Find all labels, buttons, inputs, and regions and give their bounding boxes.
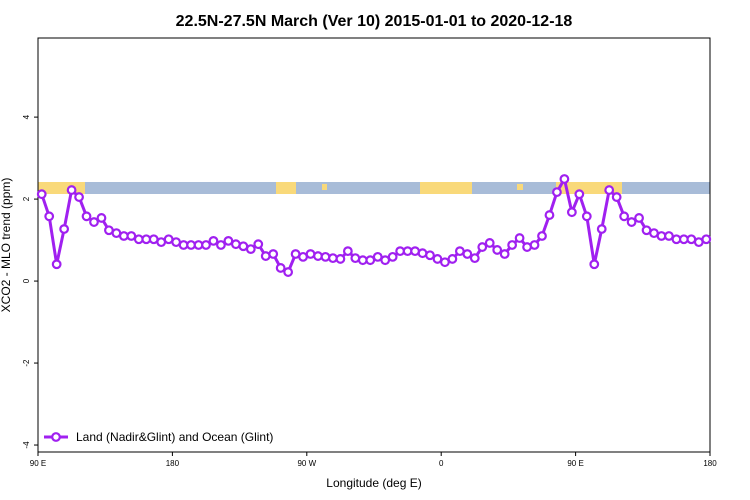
point	[462, 249, 473, 259]
point	[387, 251, 398, 262]
point	[529, 240, 540, 250]
point	[51, 259, 62, 270]
point	[626, 217, 637, 227]
x-axis-label: Longitude (deg E)	[326, 476, 421, 490]
point	[223, 236, 234, 246]
x-tick-label: 0	[439, 459, 444, 468]
x-tick-label: 90 E	[30, 459, 46, 468]
point	[81, 211, 92, 222]
point	[335, 254, 346, 264]
point	[66, 185, 77, 195]
legend-label: Land (Nadir&Glint) and Ocean (Glint)	[76, 430, 273, 444]
point	[253, 239, 264, 250]
point	[589, 259, 600, 270]
point	[425, 250, 435, 261]
x-tick-label: 180	[166, 459, 180, 468]
point	[268, 249, 279, 259]
point	[507, 240, 518, 250]
point	[201, 240, 211, 250]
point	[372, 251, 383, 262]
legend-marker	[51, 432, 61, 442]
point	[514, 233, 525, 243]
point	[477, 242, 488, 252]
point	[604, 185, 615, 195]
point	[574, 189, 585, 200]
point	[447, 254, 458, 264]
point	[499, 249, 510, 259]
point	[469, 253, 480, 264]
map-strip	[38, 182, 710, 194]
point	[216, 240, 226, 250]
point	[611, 192, 622, 202]
point	[126, 231, 137, 241]
point	[701, 234, 712, 245]
x-tick-label: 90 E	[567, 459, 583, 468]
chart-title: 22.5N-27.5N March (Ver 10) 2015-01-01 to…	[176, 13, 573, 30]
point	[619, 211, 630, 222]
point	[552, 187, 562, 198]
point	[283, 267, 294, 277]
x-tick-label: 90 W	[297, 459, 316, 468]
point	[581, 211, 592, 222]
point	[537, 231, 547, 241]
x-tick-label: 180	[703, 459, 717, 468]
point	[596, 224, 607, 234]
point	[566, 207, 577, 218]
point	[559, 174, 570, 184]
y-tick-label: 2	[22, 196, 31, 201]
y-tick-label: -2	[22, 359, 31, 367]
point	[432, 254, 443, 264]
point	[44, 211, 55, 222]
point	[89, 217, 99, 227]
y-tick-label: 4	[22, 114, 31, 119]
point	[74, 192, 84, 202]
point	[36, 189, 47, 200]
point	[492, 245, 503, 255]
point	[440, 257, 450, 268]
plot-frame	[37, 37, 711, 453]
point	[634, 213, 644, 223]
point	[342, 246, 353, 257]
point	[365, 255, 376, 266]
y-axis-label: XCO2 - MLO trend (ppm)	[0, 178, 13, 313]
point	[484, 238, 495, 248]
y-tick-label: -4	[22, 441, 31, 449]
point	[380, 255, 391, 266]
point	[275, 263, 286, 273]
point	[208, 236, 219, 246]
point	[245, 244, 256, 254]
point	[544, 210, 555, 220]
point	[59, 224, 70, 234]
y-tick-label: 0	[22, 278, 31, 283]
point	[320, 251, 331, 262]
point	[96, 213, 107, 223]
point	[664, 231, 674, 241]
